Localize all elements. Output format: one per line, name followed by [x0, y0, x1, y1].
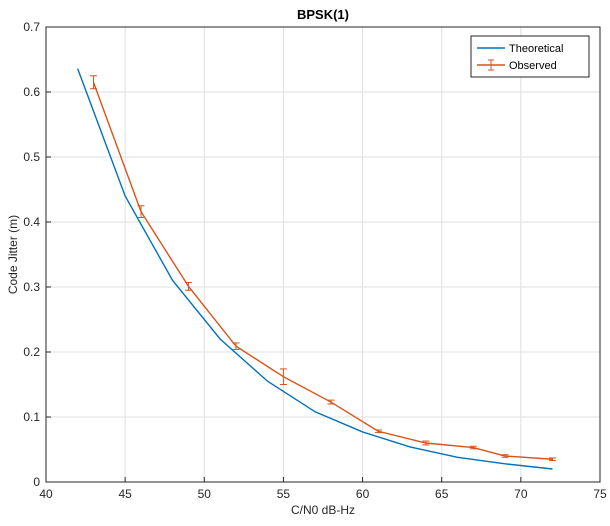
x-tick-label: 45	[118, 487, 132, 501]
x-tick-label: 60	[356, 487, 370, 501]
errorbar	[137, 205, 145, 218]
y-tick-label: 0.5	[23, 150, 40, 164]
y-tick-label: 0.2	[23, 345, 40, 359]
x-tick-label: 55	[277, 487, 291, 501]
errorbar	[469, 445, 477, 450]
x-axis-label: C/N0 dB-Hz	[291, 503, 355, 517]
y-tick-label: 0.1	[23, 410, 40, 424]
theoretical-legend-label: Theoretical	[509, 43, 563, 55]
y-tick-label: 0.6	[23, 85, 40, 99]
y-tick-label: 0.7	[23, 20, 40, 34]
errorbar	[422, 440, 430, 446]
errorbar	[327, 399, 335, 405]
series-layer	[77, 68, 557, 470]
x-tick-label: 50	[198, 487, 212, 501]
y-tick-label: 0.4	[23, 215, 40, 229]
x-tick-label: 40	[39, 487, 53, 501]
y-axis-label: Code Jitter (m)	[6, 215, 20, 294]
y-tick-label: 0	[33, 475, 40, 489]
errorbar	[279, 368, 287, 385]
errorbar	[501, 454, 509, 458]
x-tick-label: 75	[593, 487, 607, 501]
theoretical-line	[77, 68, 553, 470]
errorbar	[184, 281, 192, 291]
plot-area	[46, 27, 600, 482]
plot-frame	[45, 26, 601, 483]
y-tick-label: 0.3	[23, 280, 40, 294]
errorbar	[232, 342, 240, 350]
x-tick-label: 65	[435, 487, 449, 501]
errorbar	[374, 429, 382, 434]
errorbar	[89, 75, 97, 90]
observed-legend-label: Observed	[509, 60, 557, 72]
legend: Theoretical Observed	[470, 35, 590, 78]
x-tick-label: 70	[514, 487, 528, 501]
chart-title: BPSK(1)	[297, 7, 349, 22]
errorbar	[549, 457, 557, 462]
ticks: 40 45 50 55 60 65 70 75 0 0.1 0.2 0.3 0.4 0.5 0.6 0.7	[23, 20, 607, 501]
